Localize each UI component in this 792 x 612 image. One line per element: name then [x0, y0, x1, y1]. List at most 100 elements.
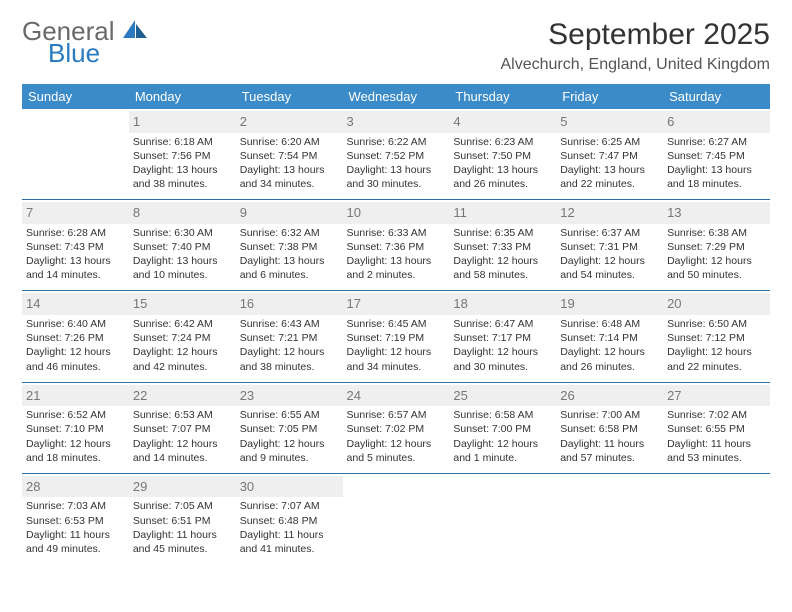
- day-info-line: Sunset: 7:52 PM: [347, 149, 446, 163]
- day-info-line: Daylight: 13 hours and 6 minutes.: [240, 254, 339, 282]
- day-info-line: Sunset: 7:24 PM: [133, 331, 232, 345]
- month-title: September 2025: [501, 18, 771, 52]
- day-info-line: Daylight: 11 hours and 41 minutes.: [240, 528, 339, 556]
- calendar-day-cell: 22Sunrise: 6:53 AMSunset: 7:07 PMDayligh…: [129, 382, 236, 473]
- day-info-line: Sunset: 7:12 PM: [667, 331, 766, 345]
- day-info-line: Sunset: 7:47 PM: [560, 149, 659, 163]
- day-number: 10: [343, 202, 450, 224]
- calendar-day-cell: 10Sunrise: 6:33 AMSunset: 7:36 PMDayligh…: [343, 200, 450, 291]
- day-info-line: Daylight: 13 hours and 30 minutes.: [347, 163, 446, 191]
- day-number: 21: [22, 385, 129, 407]
- day-info-line: Daylight: 13 hours and 18 minutes.: [667, 163, 766, 191]
- day-info-line: Sunrise: 6:53 AM: [133, 408, 232, 422]
- calendar-day-cell: 30Sunrise: 7:07 AMSunset: 6:48 PMDayligh…: [236, 473, 343, 564]
- day-info-line: Sunset: 7:14 PM: [560, 331, 659, 345]
- day-info-line: Daylight: 12 hours and 54 minutes.: [560, 254, 659, 282]
- day-number: 23: [236, 385, 343, 407]
- calendar-day-cell: 19Sunrise: 6:48 AMSunset: 7:14 PMDayligh…: [556, 291, 663, 382]
- title-block: September 2025 Alvechurch, England, Unit…: [501, 18, 771, 74]
- calendar-day-cell: 23Sunrise: 6:55 AMSunset: 7:05 PMDayligh…: [236, 382, 343, 473]
- day-info-line: Sunset: 7:56 PM: [133, 149, 232, 163]
- day-info-line: Sunrise: 6:58 AM: [453, 408, 552, 422]
- calendar-day-cell: 24Sunrise: 6:57 AMSunset: 7:02 PMDayligh…: [343, 382, 450, 473]
- day-info-line: Sunrise: 6:18 AM: [133, 135, 232, 149]
- day-info-line: Daylight: 12 hours and 42 minutes.: [133, 345, 232, 373]
- day-info-line: Sunrise: 6:32 AM: [240, 226, 339, 240]
- day-number: 2: [236, 111, 343, 133]
- day-info-line: Sunset: 7:50 PM: [453, 149, 552, 163]
- day-number: 28: [22, 476, 129, 498]
- day-info-line: Sunset: 7:45 PM: [667, 149, 766, 163]
- day-info-line: Daylight: 12 hours and 14 minutes.: [133, 437, 232, 465]
- day-info-line: Daylight: 12 hours and 22 minutes.: [667, 345, 766, 373]
- day-info-line: Sunset: 7:43 PM: [26, 240, 125, 254]
- day-info-line: Sunset: 6:58 PM: [560, 422, 659, 436]
- weekday-header: Tuesday: [236, 84, 343, 109]
- day-info-line: Sunrise: 6:55 AM: [240, 408, 339, 422]
- day-number: 4: [449, 111, 556, 133]
- day-info-line: Sunrise: 6:33 AM: [347, 226, 446, 240]
- day-info-line: Daylight: 12 hours and 30 minutes.: [453, 345, 552, 373]
- calendar-day-cell: [663, 473, 770, 564]
- day-number: 26: [556, 385, 663, 407]
- day-info-line: Sunset: 7:07 PM: [133, 422, 232, 436]
- day-info-line: Sunrise: 6:35 AM: [453, 226, 552, 240]
- weekday-header: Sunday: [22, 84, 129, 109]
- day-number: 19: [556, 293, 663, 315]
- day-number: 7: [22, 202, 129, 224]
- day-number: 6: [663, 111, 770, 133]
- day-info-line: Sunrise: 6:48 AM: [560, 317, 659, 331]
- day-info-line: Sunrise: 6:45 AM: [347, 317, 446, 331]
- calendar-day-cell: 29Sunrise: 7:05 AMSunset: 6:51 PMDayligh…: [129, 473, 236, 564]
- day-info-line: Sunset: 7:31 PM: [560, 240, 659, 254]
- calendar-day-cell: 26Sunrise: 7:00 AMSunset: 6:58 PMDayligh…: [556, 382, 663, 473]
- day-info-line: Sunrise: 7:03 AM: [26, 499, 125, 513]
- calendar-day-cell: 14Sunrise: 6:40 AMSunset: 7:26 PMDayligh…: [22, 291, 129, 382]
- day-info-line: Daylight: 13 hours and 38 minutes.: [133, 163, 232, 191]
- weekday-header: Friday: [556, 84, 663, 109]
- day-info-line: Daylight: 12 hours and 1 minute.: [453, 437, 552, 465]
- day-info-line: Sunrise: 6:52 AM: [26, 408, 125, 422]
- day-number: 5: [556, 111, 663, 133]
- day-info-line: Sunset: 7:40 PM: [133, 240, 232, 254]
- day-number: 15: [129, 293, 236, 315]
- day-info-line: Daylight: 12 hours and 38 minutes.: [240, 345, 339, 373]
- day-info-line: Sunset: 6:48 PM: [240, 514, 339, 528]
- logo: General Blue: [22, 18, 149, 66]
- day-info-line: Sunset: 7:29 PM: [667, 240, 766, 254]
- calendar-day-cell: 28Sunrise: 7:03 AMSunset: 6:53 PMDayligh…: [22, 473, 129, 564]
- day-info-line: Sunrise: 6:25 AM: [560, 135, 659, 149]
- calendar-week-row: 1Sunrise: 6:18 AMSunset: 7:56 PMDaylight…: [22, 109, 770, 200]
- day-number: 1: [129, 111, 236, 133]
- day-info-line: Sunrise: 6:47 AM: [453, 317, 552, 331]
- day-info-line: Sunrise: 6:50 AM: [667, 317, 766, 331]
- day-info-line: Sunset: 7:26 PM: [26, 331, 125, 345]
- calendar-day-cell: 20Sunrise: 6:50 AMSunset: 7:12 PMDayligh…: [663, 291, 770, 382]
- calendar-week-row: 21Sunrise: 6:52 AMSunset: 7:10 PMDayligh…: [22, 382, 770, 473]
- calendar-day-cell: 8Sunrise: 6:30 AMSunset: 7:40 PMDaylight…: [129, 200, 236, 291]
- calendar-week-row: 28Sunrise: 7:03 AMSunset: 6:53 PM Dayligh…: [22, 473, 770, 564]
- day-info-line: Daylight: 13 hours and 22 minutes.: [560, 163, 659, 191]
- day-info-line: Sunset: 7:54 PM: [240, 149, 339, 163]
- day-info-line: Daylight: 11 hours and 57 minutes.: [560, 437, 659, 465]
- calendar-day-cell: 1 Sunrise: 6:18 AMSunset: 7:56 PMDaylight…: [129, 109, 236, 200]
- day-info-line: Sunset: 6:53 PM: [26, 514, 125, 528]
- weekday-header: Monday: [129, 84, 236, 109]
- day-info-line: Daylight: 11 hours and 53 minutes.: [667, 437, 766, 465]
- day-info-line: Sunrise: 6:37 AM: [560, 226, 659, 240]
- calendar-day-cell: [22, 109, 129, 200]
- logo-text: General Blue: [22, 18, 115, 66]
- day-info-line: Sunset: 7:21 PM: [240, 331, 339, 345]
- header-bar: General Blue September 2025 Alvechurch, …: [22, 18, 770, 74]
- day-number: 29: [129, 476, 236, 498]
- calendar-day-cell: 9Sunrise: 6:32 AMSunset: 7:38 PMDaylight…: [236, 200, 343, 291]
- calendar-day-cell: 12Sunrise: 6:37 AMSunset: 7:31 PMDayligh…: [556, 200, 663, 291]
- calendar-day-cell: [449, 473, 556, 564]
- day-number: 17: [343, 293, 450, 315]
- day-number: 13: [663, 202, 770, 224]
- day-number: 24: [343, 385, 450, 407]
- day-info-line: Sunrise: 7:05 AM: [133, 499, 232, 513]
- day-info-line: Sunrise: 6:28 AM: [26, 226, 125, 240]
- calendar-day-cell: 2Sunrise: 6:20 AMSunset: 7:54 PMDaylight…: [236, 109, 343, 200]
- calendar-day-cell: [556, 473, 663, 564]
